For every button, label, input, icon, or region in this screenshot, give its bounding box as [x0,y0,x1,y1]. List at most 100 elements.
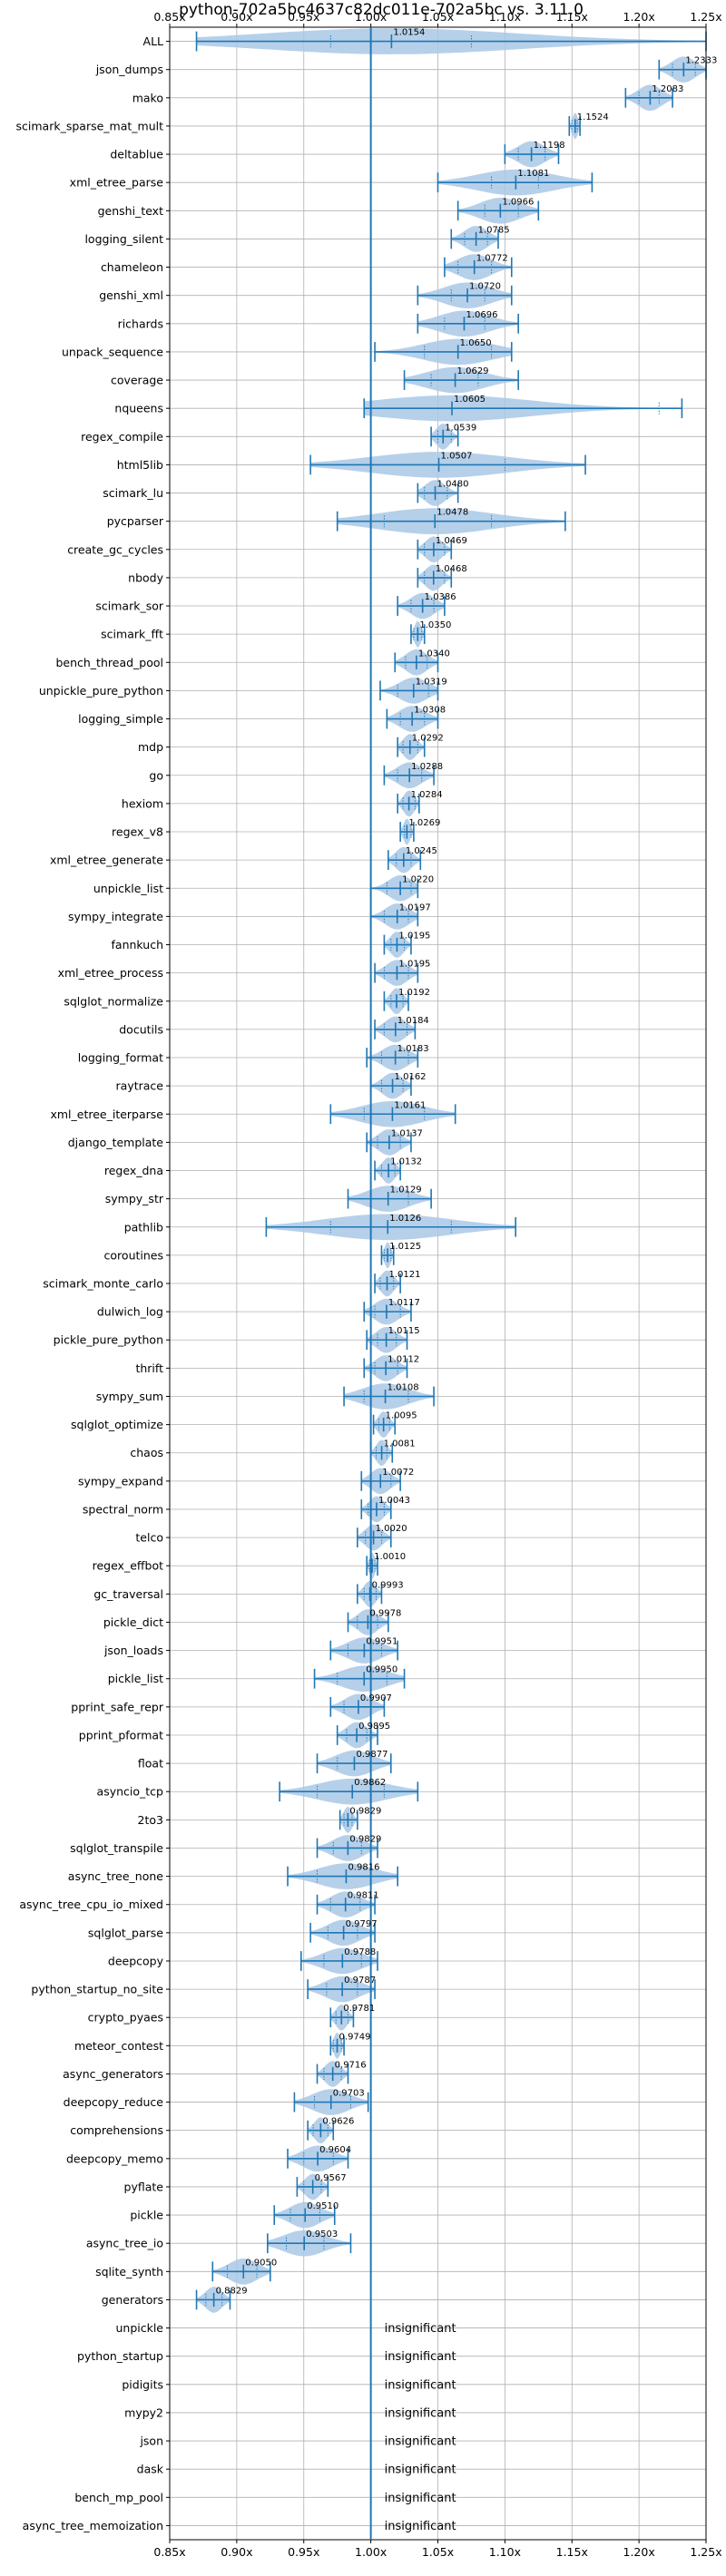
category-label: sqlglot_parse [88,1926,163,1939]
value-label: 0.9877 [356,1750,388,1760]
value-label: 0.9950 [366,1665,397,1675]
xtick-label-top: 1.10x [489,10,521,24]
category-label: fannkuch [112,938,163,951]
category-label: spectral_norm [83,1502,163,1516]
category-label: dask [137,2463,164,2476]
category-label: genshi_xml [99,288,163,302]
category-label: richards [118,317,163,330]
value-label: 1.2333 [685,56,717,66]
category-label: float [138,1757,163,1771]
category-label: regex_dna [104,1164,163,1177]
value-label: 1.0720 [469,282,501,292]
category-label: hexiom [122,796,163,810]
value-label: 1.0081 [384,1439,416,1449]
category-label: nbody [128,571,163,584]
value-label: 0.9626 [322,2117,354,2127]
category-label: pprint_safe_repr [71,1700,164,1713]
insignificant-label: insignificant [385,2464,456,2477]
value-label: 0.9862 [354,1778,386,1788]
value-label: 1.0539 [445,423,476,433]
value-label: 1.0284 [411,790,443,800]
value-label: 1.0292 [412,734,444,744]
value-label: 1.0126 [389,1214,421,1224]
value-label: 0.9993 [372,1580,404,1590]
value-label: 1.0125 [389,1242,421,1252]
category-label: bench_thread_pool [55,656,163,669]
value-label: 1.0288 [411,762,443,772]
category-label: deepcopy_reduce [64,2095,164,2109]
insignificant-label: insignificant [385,2435,456,2449]
category-label: sqlglot_optimize [71,1418,163,1431]
category-label: chaos [130,1446,163,1459]
category-label: xml_etree_generate [50,854,163,867]
value-label: 1.0386 [425,592,456,602]
value-label: 0.9829 [349,1834,381,1844]
value-label: 1.0129 [390,1186,422,1195]
category-label: pickle_dict [103,1615,163,1629]
value-label: 1.0195 [398,932,430,942]
category-label: html5lib [117,458,163,472]
category-label: mypy2 [124,2405,163,2419]
value-label: 0.9829 [349,1806,381,1816]
category-label: python_startup [77,2349,163,2363]
value-label: 1.0108 [388,1382,419,1392]
value-label: 0.9816 [348,1863,379,1873]
xtick-label-top: 0.95x [288,10,319,24]
value-label: 0.9604 [319,2145,351,2155]
category-label: 2to3 [138,1813,163,1827]
category-label: unpickle [115,2321,163,2335]
value-label: 1.0192 [398,988,430,998]
xtick-label-bottom: 1.05x [422,2545,454,2559]
xtick-label-bottom: 0.85x [153,2545,185,2559]
category-label: meteor_contest [74,2039,163,2053]
xtick-label-top: 0.85x [153,10,185,24]
xtick-label-bottom: 1.15x [556,2545,588,2559]
category-label: coroutines [104,1248,163,1262]
xtick-label-top: 1.25x [690,10,721,24]
value-label: 0.9510 [307,2201,338,2211]
category-label: pyflate [124,2180,164,2193]
xtick-label-bottom: 0.90x [221,2545,252,2559]
value-label: 0.9050 [245,2258,277,2268]
value-label: 1.1198 [534,141,565,151]
category-label: raytrace [116,1079,164,1093]
value-label: 1.0183 [397,1044,429,1054]
chart-title: python-702a5bc4637c82dc011e-702a5bc vs. … [179,1,584,19]
category-label: pickle_list [108,1672,163,1685]
category-label: scimark_sor [95,600,163,613]
xtick-label-top: 1.15x [556,10,588,24]
value-label: 1.0162 [395,1072,427,1082]
xtick-label-top: 0.90x [221,10,252,24]
value-label: 1.0319 [416,677,447,687]
value-label: 1.1524 [577,112,609,122]
value-label: 1.0197 [399,903,431,912]
category-label: thrift [135,1361,163,1375]
category-label: json_dumps [95,63,163,76]
value-label: 1.0629 [457,366,489,376]
value-label: 1.0785 [478,225,510,235]
value-label: 0.9811 [348,1891,379,1901]
value-label: 0.9503 [306,2230,338,2239]
value-label: 1.0117 [388,1298,420,1308]
category-label: logging_format [78,1051,163,1065]
category-label: deepcopy_memo [66,2152,163,2165]
category-label: docutils [119,1022,163,1036]
value-label: 1.0469 [436,536,467,546]
value-label: 1.0072 [382,1468,414,1478]
category-label: create_gc_cycles [67,542,163,556]
value-label: 0.9951 [366,1637,397,1647]
category-label: telco [135,1531,163,1545]
value-label: 1.0650 [460,338,492,348]
value-label: 1.0340 [418,649,450,659]
value-label: 0.9797 [346,1919,378,1929]
category-label: django_template [68,1136,164,1149]
value-label: 1.0132 [390,1157,422,1167]
category-label: python_startup_no_site [31,1983,163,1996]
value-label: 1.0245 [406,846,437,856]
category-label: sympy_str [105,1192,164,1205]
value-label: 0.9907 [360,1693,392,1703]
category-label: sympy_integrate [68,910,163,923]
category-label: unpickle_list [93,882,163,895]
value-label: 1.0308 [414,706,446,716]
